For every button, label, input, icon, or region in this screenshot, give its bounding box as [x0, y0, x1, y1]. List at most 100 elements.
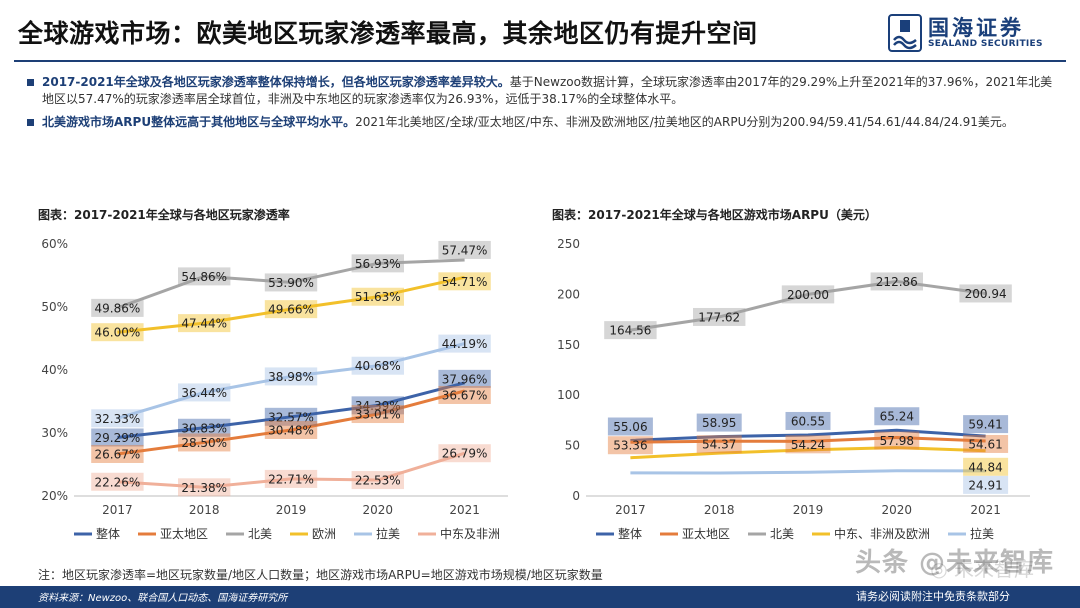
bullet-text: 基于Newzoo数据计算，全球玩家渗透率由2017年的29.29%上升至2021…: [42, 75, 1053, 106]
data-label-text: 58.95: [702, 416, 736, 430]
x-tick-label: 2018: [704, 503, 735, 517]
data-label-bg: [963, 475, 1009, 494]
series-line: [630, 279, 986, 332]
header-divider: [14, 60, 1066, 62]
x-tick-label: 2019: [276, 503, 307, 517]
data-label-bg: [91, 472, 144, 491]
data-label: 55.06: [607, 417, 653, 436]
legend-label: 亚太地区: [160, 526, 208, 541]
data-label-text: 24.91: [968, 478, 1002, 492]
data-label-text: 65.24: [880, 410, 914, 424]
data-label-text: 32.33%: [95, 412, 141, 426]
data-label-text: 38.98%: [268, 370, 314, 384]
watermark-logo: ◎ 未来智库: [930, 557, 1034, 581]
data-label-text: 34.39%: [355, 399, 401, 413]
series-line: [116, 342, 465, 420]
data-label-text: 44.84: [968, 460, 1002, 474]
data-label-text: 36.67%: [442, 388, 488, 402]
data-label-text: 36.44%: [181, 386, 227, 400]
legend-label: 北美: [248, 527, 272, 541]
bullet-item: 北美游戏市场ARPU整体远高于其他地区与全球平均水平。2021年北美地区/全球/…: [26, 114, 1056, 131]
bullet-bold: 2017-2021年全球及各地区玩家渗透率整体保持增长，但各地区玩家渗透率差异较…: [42, 75, 510, 89]
data-label: 56.93%: [351, 254, 404, 273]
logo-cn: 国海证券: [928, 16, 1024, 40]
data-label-text: 22.53%: [355, 474, 401, 488]
data-label-text: 30.83%: [181, 421, 227, 435]
y-tick-label: 50%: [41, 300, 68, 314]
data-label: 44.19%: [438, 334, 491, 353]
data-label-bg: [963, 434, 1009, 453]
data-label-bg: [604, 321, 657, 340]
y-tick-label: 30%: [41, 426, 68, 440]
data-label: 212.86: [870, 272, 923, 291]
data-label-bg: [91, 323, 144, 342]
y-tick-label: 200: [557, 287, 580, 301]
data-label: 54.37: [696, 435, 742, 454]
data-label-bg: [785, 435, 831, 454]
data-label-bg: [178, 267, 231, 286]
x-tick-label: 2020: [882, 503, 913, 517]
data-label-text: 22.71%: [268, 472, 314, 486]
legend-label: 拉美: [376, 526, 400, 541]
data-label-text: 59.41: [968, 418, 1002, 432]
page-title: 全球游戏市场：欧美地区玩家渗透率最高，其余地区仍有提升空间: [18, 19, 758, 48]
data-label: 36.44%: [178, 383, 231, 402]
data-label-bg: [438, 240, 491, 259]
data-label-bg: [693, 307, 746, 326]
data-label-text: 60.55: [791, 414, 825, 428]
data-label-text: 54.71%: [442, 275, 488, 289]
data-label-bg: [264, 367, 318, 386]
data-label-bg: [963, 457, 1009, 476]
data-label-text: 33.01%: [355, 408, 401, 422]
bullet-bold: 北美游戏市场ARPU整体远高于其他地区与全球平均水平。: [42, 115, 356, 129]
data-label-text: 54.61: [968, 437, 1002, 451]
data-label-text: 54.37: [702, 438, 736, 452]
data-label: 22.71%: [264, 469, 318, 488]
data-label-bg: [696, 413, 742, 432]
series-line: [630, 446, 986, 460]
data-label-bg: [963, 415, 1009, 434]
data-label: 32.57%: [264, 407, 318, 426]
data-label-bg: [874, 407, 920, 426]
data-label: 26.79%: [438, 444, 491, 463]
data-label-bg: [781, 285, 835, 304]
y-tick-label: 50: [565, 439, 580, 453]
series-line: [116, 258, 465, 310]
data-label-text: 53.90%: [268, 276, 314, 290]
data-label-bg: [696, 435, 742, 454]
data-label: 53.36: [607, 436, 653, 455]
data-label-bg: [91, 298, 144, 317]
legend-label: 欧洲: [312, 527, 336, 541]
data-label: 54.71%: [438, 272, 491, 291]
x-tick-label: 2019: [793, 503, 824, 517]
data-label-text: 46.00%: [95, 326, 141, 340]
data-label-bg: [351, 471, 404, 490]
x-tick-label: 2021: [449, 503, 480, 517]
data-label-text: 212.86: [876, 275, 918, 289]
data-label-text: 56.93%: [355, 257, 401, 271]
data-label: 46.00%: [91, 323, 144, 342]
y-tick-label: 0: [572, 489, 580, 503]
data-label: 40.68%: [351, 356, 404, 375]
data-label-text: 32.57%: [268, 410, 314, 424]
data-label: 24.91: [963, 475, 1009, 494]
data-label: 54.24: [785, 435, 831, 454]
data-label-bg: [351, 396, 404, 415]
legend-label: 中东、非洲及欧洲: [834, 526, 930, 541]
data-label: 200.94: [959, 284, 1012, 303]
series-line: [117, 451, 466, 489]
data-label-bg: [91, 444, 144, 463]
y-tick-label: 100: [557, 388, 580, 402]
data-label-bg: [178, 383, 231, 402]
logo-en: SEALAND SECURITIES: [928, 39, 1043, 49]
data-label-bg: [264, 273, 318, 292]
data-label-bg: [264, 420, 318, 439]
data-label-text: 26.67%: [95, 447, 141, 461]
data-label-text: 54.86%: [181, 270, 227, 284]
data-label: 65.24: [874, 407, 920, 426]
data-label-text: 53.36: [613, 439, 647, 453]
data-label-bg: [438, 385, 491, 404]
data-label-text: 57.47%: [442, 243, 488, 257]
data-label-bg: [438, 272, 491, 291]
source-text: 资料来源：Newzoo、联合国人口动态、国海证券研究所: [38, 593, 288, 604]
